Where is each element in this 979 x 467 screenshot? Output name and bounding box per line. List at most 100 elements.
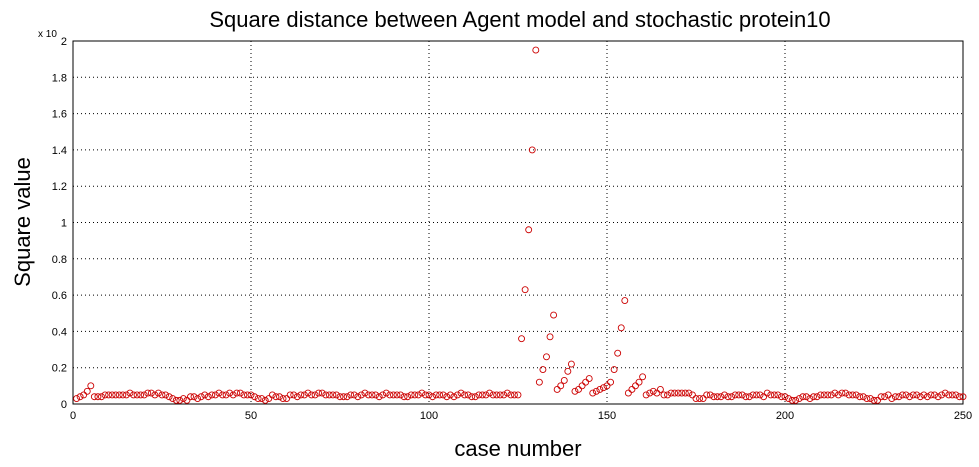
data-point [557,382,565,390]
data-point [685,389,693,397]
data-point [272,393,280,401]
data-point [731,391,739,399]
data-point [895,393,903,401]
data-point [838,389,846,397]
data-point [471,393,479,401]
data-point [589,389,597,397]
data-point [365,391,372,399]
data-point [948,391,956,399]
data-point [350,391,358,399]
data-point [98,393,105,401]
data-point [628,386,636,393]
data-point [592,387,600,395]
data-point [909,391,917,399]
data-point [382,389,390,397]
data-point [151,391,159,399]
data-point [585,375,593,383]
data-point [461,391,469,399]
data-point [845,391,853,399]
data-point [475,391,483,399]
y-multiplier: x 10 [38,29,57,40]
data-point [332,391,340,399]
data-point [176,396,184,404]
data-point [325,391,333,399]
data-point [457,389,465,397]
data-point [165,393,173,401]
data-point [194,395,202,403]
data-point [179,395,187,403]
data-point [503,389,511,397]
data-point [73,395,81,403]
data-point [286,391,294,399]
data-point [749,391,757,399]
data-point [941,389,949,397]
data-point [400,393,408,401]
data-point [204,393,212,401]
data-point [802,393,810,401]
data-point [421,391,429,399]
data-point [404,393,412,401]
data-point [90,393,98,401]
data-point [119,391,127,399]
data-point [418,389,426,397]
data-point [308,391,315,399]
data-point [112,391,120,399]
data-point [322,391,330,399]
data-point [916,393,924,401]
data-point [614,349,622,357]
data-point [795,395,803,403]
data-point [923,393,931,401]
data-point [667,389,675,397]
data-point [546,333,554,341]
data-point [393,391,401,399]
data-point [197,393,205,401]
data-point [753,391,760,399]
data-point [710,393,718,401]
data-point [927,391,935,399]
data-point [283,395,291,403]
data-point [688,391,696,399]
data-point [454,391,461,399]
data-point [493,391,501,399]
data-point [881,393,889,401]
y-tick-label: 0.6 [52,290,67,302]
data-point [133,391,141,399]
data-point [397,391,404,399]
data-point [297,391,305,399]
data-point [429,393,437,401]
data-point [959,393,967,401]
data-point [760,393,768,401]
data-point [781,393,789,401]
data-point [518,335,526,343]
data-point [603,382,611,390]
data-point [621,297,629,304]
data-point [83,387,91,395]
data-point [343,393,351,401]
data-point [770,391,778,399]
y-tick-label: 1.6 [52,109,67,121]
data-point [721,391,728,399]
data-point [902,391,910,399]
data-point [336,393,344,401]
data-point [539,366,547,373]
data-point [906,393,914,401]
data-point [692,395,700,403]
data-point [236,389,244,397]
data-point [610,366,618,373]
data-point [211,391,219,399]
data-point [243,391,251,399]
data-point [311,391,319,399]
data-point [361,389,369,397]
data-point [432,391,440,399]
data-point [535,378,543,386]
data-point [703,391,711,399]
data-point [550,311,558,319]
x-tick-label: 250 [954,410,972,422]
data-point [706,391,714,399]
data-point [742,393,750,401]
data-point [315,389,323,397]
data-point [510,391,518,399]
data-point [247,391,255,399]
data-point [888,395,896,403]
